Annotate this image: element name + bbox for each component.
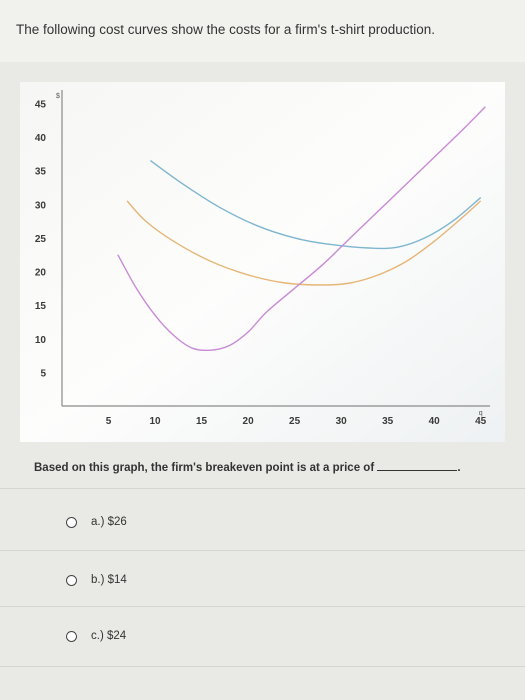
y-tick-label: 35 bbox=[35, 167, 47, 178]
x-axis-end-label: q bbox=[479, 410, 483, 417]
cost-curves-chart: 5 10 15 20 25 30 35 40 45 $5 10 15 20 25 30 35 40 45 q bbox=[20, 82, 505, 442]
radio-icon[interactable] bbox=[66, 574, 77, 586]
purple-cost-curve bbox=[117, 106, 486, 352]
x-tick-label: 10 bbox=[149, 416, 161, 427]
radio-icon[interactable] bbox=[66, 516, 77, 528]
orange-cost-curve bbox=[126, 200, 482, 286]
option-label: a.) $26 bbox=[91, 516, 127, 528]
radio-icon[interactable] bbox=[66, 630, 77, 642]
x-tick-label: 45 bbox=[475, 416, 487, 427]
y-tick-label: 40 bbox=[35, 133, 47, 144]
y-tick-label: 10 bbox=[35, 335, 47, 346]
y-tick-label: 45 bbox=[35, 99, 47, 110]
x-tick-label: 5 bbox=[106, 416, 112, 427]
question-prompt: Based on this graph, the firm's breakeve… bbox=[34, 462, 461, 474]
y-tick-label: 20 bbox=[35, 268, 47, 279]
option-b[interactable]: b.) $14 bbox=[66, 574, 127, 586]
question-header: The following cost curves show the costs… bbox=[0, 0, 525, 62]
option-c[interactable]: c.) $24 bbox=[66, 630, 126, 642]
option-a[interactable]: a.) $26 bbox=[66, 516, 127, 528]
chart-background bbox=[20, 82, 505, 442]
divider bbox=[0, 488, 525, 489]
y-tick-label: 30 bbox=[35, 200, 47, 211]
option-label: c.) $24 bbox=[91, 630, 127, 642]
y-tick-label: 25 bbox=[35, 234, 47, 245]
divider bbox=[0, 550, 525, 551]
y-tick-label: 5 bbox=[40, 368, 46, 379]
x-tick-label: 30 bbox=[336, 416, 348, 427]
x-tick-label: 40 bbox=[429, 416, 441, 427]
question-text: The following cost curves show the costs… bbox=[16, 22, 435, 37]
prompt-text: Based on this graph, the firm's breakeve… bbox=[34, 462, 375, 474]
x-tick-label: 35 bbox=[382, 416, 394, 427]
option-label: b.) $14 bbox=[91, 574, 127, 586]
x-tick-label: 25 bbox=[289, 416, 301, 427]
divider bbox=[0, 666, 525, 667]
x-tick-label: 15 bbox=[196, 416, 208, 427]
y-tick-label: 15 bbox=[35, 301, 47, 312]
answer-blank bbox=[377, 469, 458, 471]
prompt-end: . bbox=[457, 462, 461, 474]
y-axis-end-label: $ bbox=[56, 93, 60, 100]
blue-cost-curve bbox=[149, 160, 482, 250]
x-tick-label: 20 bbox=[243, 416, 255, 427]
divider bbox=[0, 606, 525, 607]
